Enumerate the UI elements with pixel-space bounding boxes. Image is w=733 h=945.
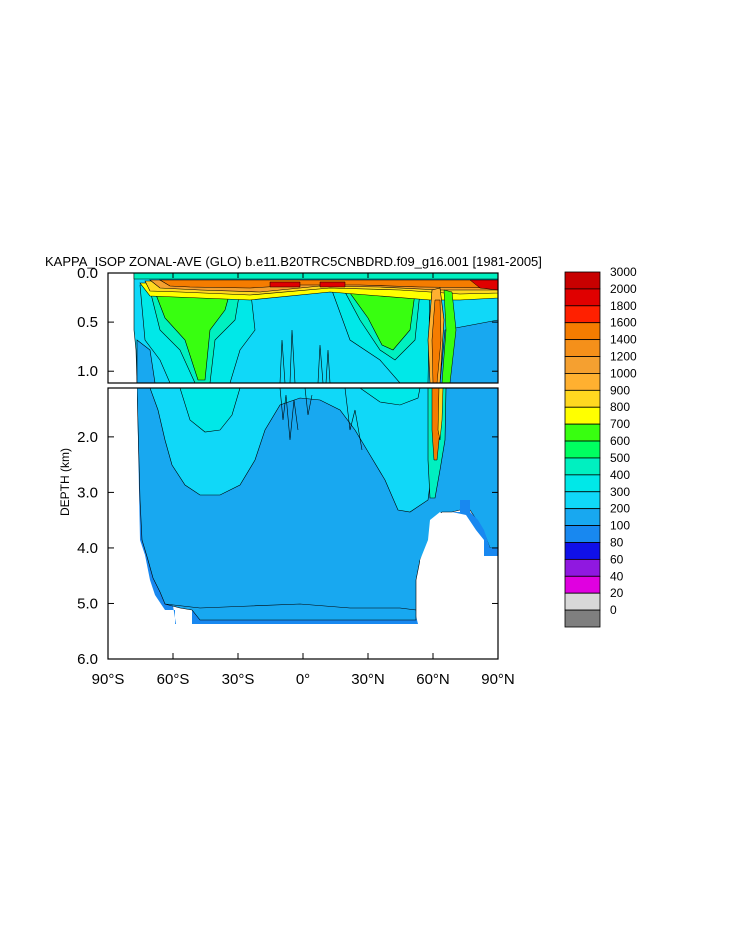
y-axis-lower: 2.0 3.0 4.0 5.0 6.0 [77,429,498,668]
colorbar-swatch [564,575,601,594]
lower-plume-north-yellow [437,388,444,441]
lower-fill-400b [359,388,421,406]
upper-fill-2000 [269,279,498,291]
colorbar-swatch [564,356,601,374]
colorbar-label: 80 [610,535,624,549]
colorbar-swatch [564,457,601,476]
chart-title: KAPPA_ISOP ZONAL-AVE (GLO) b.e11.B20TRC5… [45,254,542,269]
colorbar-label: 20 [610,586,624,600]
y-tick-label: 5.0 [77,595,98,612]
colorbar-label: 2000 [610,282,637,296]
colorbar-swatch [564,491,601,510]
land-north [420,512,498,659]
upper-fill-200-south [136,339,156,383]
lower-seabed-contour [164,603,417,611]
colorbar-label: 800 [610,400,630,414]
upper-panel [108,273,498,383]
colorbar-swatch [564,305,601,324]
colorbar-swatch [564,542,601,560]
y-axis-label: DEPTH (km) [58,448,72,516]
lower-panel [108,388,498,659]
colorbar-swatch [564,271,601,290]
colorbar-swatch [564,373,601,391]
colorbar-label: 500 [610,451,630,465]
colorbar-label: 600 [610,434,630,448]
x-tick-label: 0° [296,671,310,688]
colorbar-label: 1000 [610,366,637,380]
colorbar-label: 1800 [610,299,637,313]
colorbar-swatch [564,609,601,628]
upper-convection [279,329,331,383]
lower-fill-400 [179,388,241,433]
colorbar-swatch [564,423,601,442]
colorbar-label: 1200 [610,350,637,364]
x-tick-label: 90°N [481,671,515,688]
upper-fill-surface [133,273,498,280]
y-axis-upper: 0.0 0.5 1.0 [77,265,498,380]
colorbar-label: 40 [610,569,624,583]
colorbar-label: 900 [610,383,630,397]
colorbar-swatch [564,558,601,577]
lower-convection [279,388,363,451]
land-south-bottom [137,624,420,659]
colorbar-swatch [564,339,601,357]
colorbar-label: 1600 [610,316,637,330]
colorbar-swatch [564,525,601,543]
colorbar: 3000200018001600140012001000900800700600… [564,265,637,628]
colorbar-label: 700 [610,417,630,431]
colorbar-swatch [564,592,601,611]
colorbar-swatch [564,406,601,425]
x-tick-label: 60°S [157,671,190,688]
y-tick-label: 1.0 [77,363,98,380]
colorbar-swatch [564,322,601,341]
y-tick-label: 6.0 [77,651,98,668]
lower-north-steps [452,500,498,556]
x-tick-label: 30°N [351,671,385,688]
colorbar-label: 200 [610,502,630,516]
colorbar-label: 60 [610,552,624,566]
colorbar-label: 300 [610,485,630,499]
y-tick-label: 3.0 [77,484,98,501]
colorbar-label: 3000 [610,265,637,279]
colorbar-label: 0 [610,603,617,617]
upper-plume-green [441,289,457,383]
colorbar-label: 1400 [610,333,637,347]
colorbar-swatch [564,389,601,408]
colorbar-label: 400 [610,468,630,482]
y-tick-label: 2.0 [77,429,98,446]
y-tick-label: 0.0 [77,265,98,282]
upper-plume-north-inner [431,299,442,383]
y-tick-label: 4.0 [77,540,98,557]
colorbar-label: 100 [610,519,630,533]
x-axis: 90°S 60°S 30°S 0° 30°N 60°N 90°N [92,273,515,688]
land-antarctic [108,388,137,659]
colorbar-swatch [564,474,601,493]
x-tick-label: 60°N [416,671,450,688]
x-tick-label: 30°S [222,671,255,688]
y-tick-label: 0.5 [77,314,98,331]
colorbar-swatch [564,508,601,526]
x-tick-label: 90°S [92,671,125,688]
colorbar-swatch [564,288,601,307]
colorbar-swatch [564,440,601,459]
